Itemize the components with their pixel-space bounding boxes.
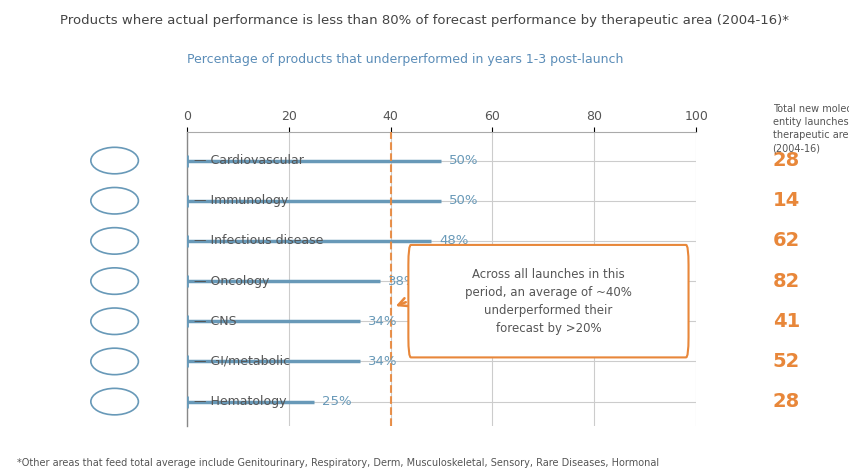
Text: 28: 28 bbox=[773, 392, 800, 411]
Text: Products where actual performance is less than 80% of forecast performance by th: Products where actual performance is les… bbox=[60, 14, 789, 27]
Text: 34%: 34% bbox=[368, 355, 397, 368]
Text: Across all launches in this
period, an average of ~40%
underperformed their
fore: Across all launches in this period, an a… bbox=[465, 268, 632, 335]
Text: 48%: 48% bbox=[439, 235, 469, 247]
Text: — Infectious disease: — Infectious disease bbox=[194, 235, 323, 247]
Text: 28: 28 bbox=[773, 151, 800, 170]
Text: Percentage of products that underperformed in years 1-3 post-launch: Percentage of products that underperform… bbox=[187, 53, 623, 66]
Text: *Other areas that feed total average include Genitourinary, Respiratory, Derm, M: *Other areas that feed total average inc… bbox=[17, 458, 659, 468]
Text: 62: 62 bbox=[773, 231, 800, 250]
Text: — GI/metabolic: — GI/metabolic bbox=[194, 355, 290, 368]
Text: 38%: 38% bbox=[388, 275, 418, 288]
Text: — Cardiovascular: — Cardiovascular bbox=[194, 154, 304, 167]
Text: 52: 52 bbox=[773, 352, 800, 371]
Text: 50%: 50% bbox=[449, 194, 479, 207]
Text: 82: 82 bbox=[773, 272, 800, 290]
Text: 41: 41 bbox=[773, 312, 800, 331]
Text: — Immunology: — Immunology bbox=[194, 194, 289, 207]
FancyBboxPatch shape bbox=[408, 245, 689, 358]
Text: 34%: 34% bbox=[368, 315, 397, 328]
Text: 14: 14 bbox=[773, 191, 800, 210]
Text: 25%: 25% bbox=[322, 395, 351, 408]
Text: Total new molecular
entity launches by
therapeutic area
(2004-16): Total new molecular entity launches by t… bbox=[773, 104, 849, 154]
Text: — CNS: — CNS bbox=[194, 315, 237, 328]
Text: — Oncology: — Oncology bbox=[194, 275, 270, 288]
Text: 50%: 50% bbox=[449, 154, 479, 167]
Text: — Hematology: — Hematology bbox=[194, 395, 287, 408]
